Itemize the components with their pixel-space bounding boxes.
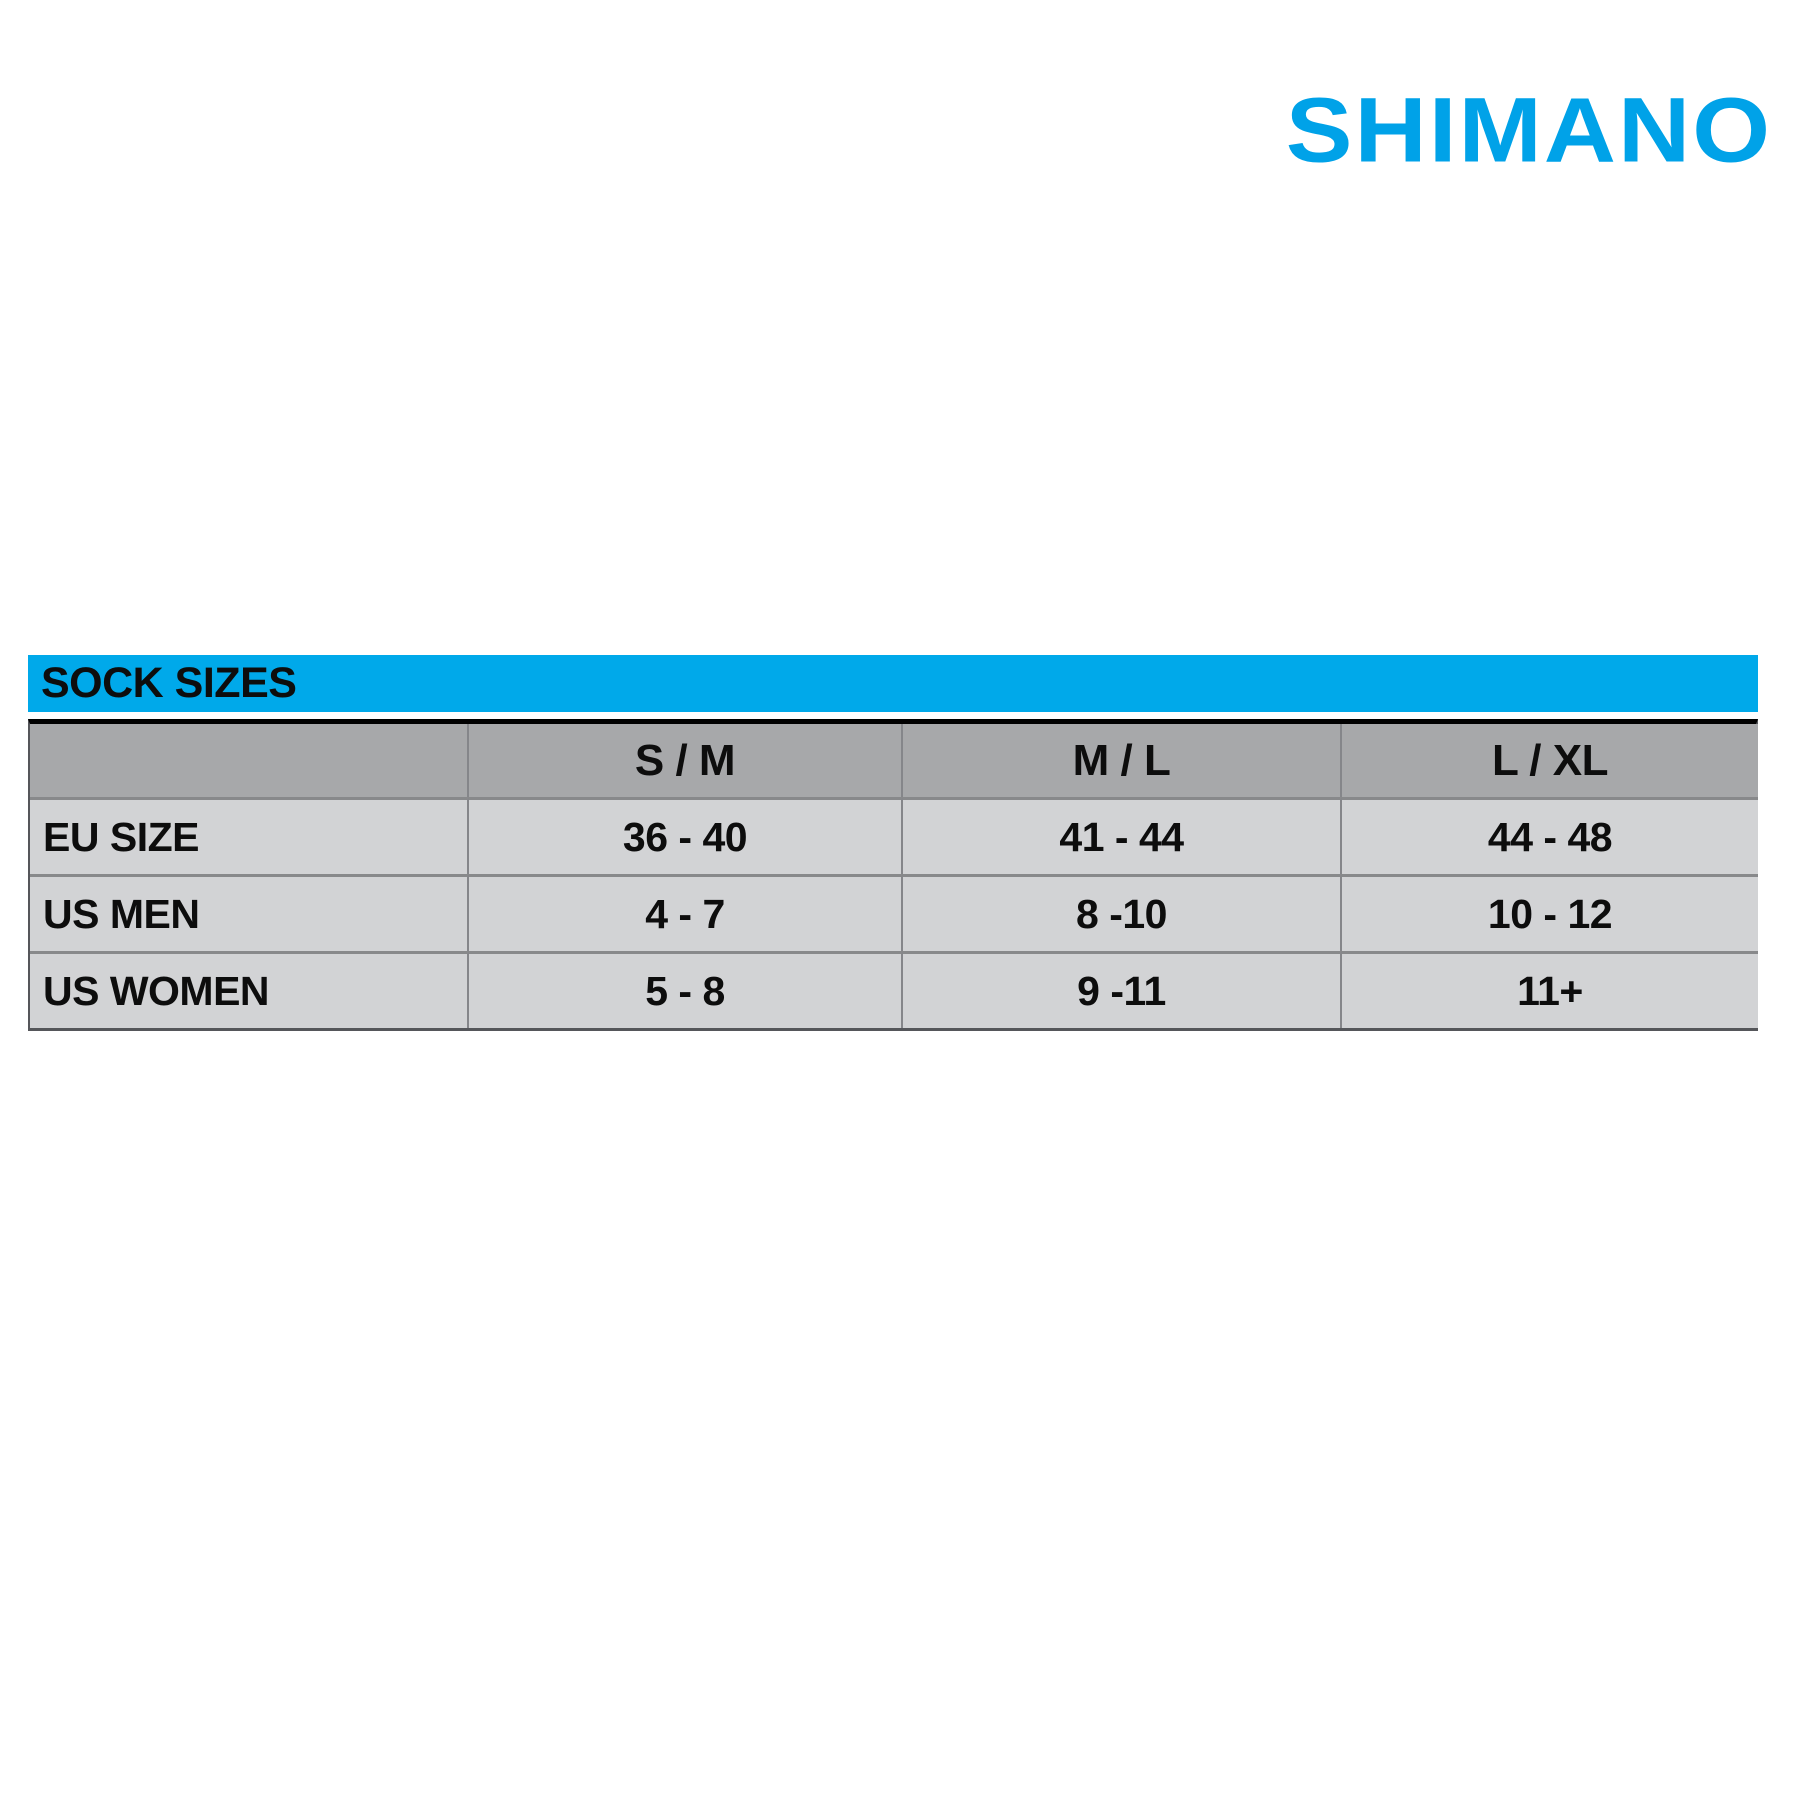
banner-divider [28, 712, 1758, 719]
chart-title: SOCK SIZES [41, 659, 297, 707]
table-cell-eu-lxl: 44 - 48 [1342, 797, 1758, 874]
header-cell-s-m: S / M [469, 724, 903, 797]
size-table: S / M M / L L / XL EU SIZE 36 - 40 41 - … [28, 719, 1758, 1031]
header-cell-l-xl: L / XL [1342, 724, 1758, 797]
chart-title-banner: SOCK SIZES [28, 655, 1758, 712]
table-cell-usmen-sm: 4 - 7 [469, 874, 903, 951]
table-cell-uswomen-ml: 9 -11 [903, 951, 1342, 1028]
row-label-eu-size: EU SIZE [30, 797, 469, 874]
table-cell-usmen-lxl: 10 - 12 [1342, 874, 1758, 951]
row-label-us-women: US WOMEN [30, 951, 469, 1028]
table-cell-usmen-ml: 8 -10 [903, 874, 1342, 951]
table-cell-uswomen-lxl: 11+ [1342, 951, 1758, 1028]
table-cell-eu-ml: 41 - 44 [903, 797, 1342, 874]
table-cell-uswomen-sm: 5 - 8 [469, 951, 903, 1028]
header-cell-m-l: M / L [903, 724, 1342, 797]
table-cell-eu-sm: 36 - 40 [469, 797, 903, 874]
header-cell-empty [30, 724, 469, 797]
row-label-us-men: US MEN [30, 874, 469, 951]
shimano-logo: SHIMANO [1285, 78, 1772, 182]
sock-size-chart: SOCK SIZES S / M M / L L / XL EU SIZE 36… [28, 655, 1758, 1031]
